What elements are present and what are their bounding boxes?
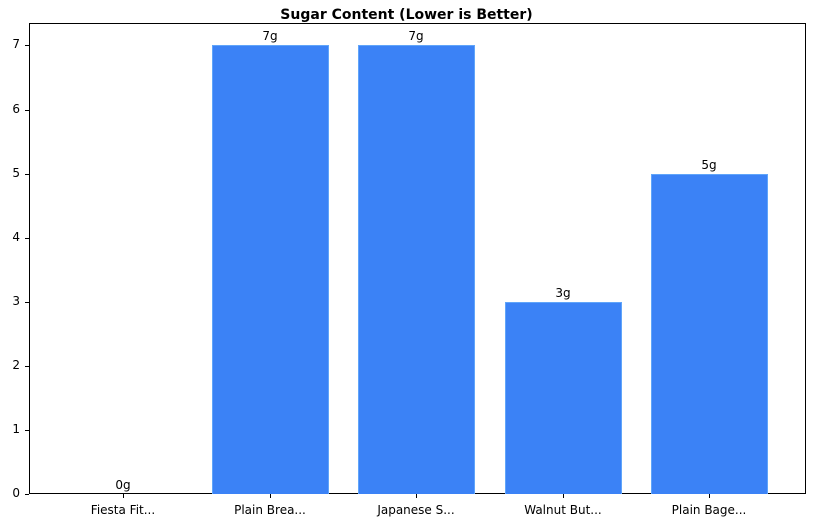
y-tick-label: 5 <box>12 165 20 180</box>
y-tick-mark <box>25 173 29 175</box>
x-tick-label: Plain Brea... <box>234 503 306 517</box>
x-tick-mark <box>270 494 271 498</box>
bar-value-label: 7g <box>262 29 278 44</box>
x-tick-mark <box>416 494 417 498</box>
x-tick-mark <box>123 494 124 498</box>
x-tick-label: Japanese S... <box>377 503 455 517</box>
bar-value-label: 3g <box>555 285 571 300</box>
y-tick-label: 2 <box>12 357 20 372</box>
chart-title: Sugar Content (Lower is Better) <box>280 7 533 23</box>
y-tick-label: 1 <box>12 421 20 436</box>
bar-value-label: 0g <box>115 478 131 492</box>
x-tick-mark <box>563 494 564 498</box>
x-tick-label: Walnut But... <box>524 503 602 517</box>
bar <box>650 173 768 494</box>
bar <box>504 301 622 494</box>
y-tick-mark <box>25 45 29 47</box>
bar <box>357 45 475 494</box>
y-tick-mark <box>25 494 29 495</box>
y-tick-mark <box>25 301 29 303</box>
y-tick-label: 3 <box>12 293 20 308</box>
x-tick-label: Fiesta Fit... <box>90 503 156 517</box>
y-tick-label: 7 <box>12 37 20 52</box>
y-tick-label: 0 <box>12 486 20 500</box>
y-tick-mark <box>25 429 29 431</box>
bar <box>211 45 329 494</box>
y-tick-label: 6 <box>12 101 20 116</box>
bar-value-label: 5g <box>701 157 717 172</box>
x-tick-mark <box>709 494 710 498</box>
y-tick-mark <box>25 109 29 111</box>
y-tick-mark <box>25 365 29 367</box>
bar-value-label: 7g <box>408 29 424 44</box>
x-tick-label: Plain Bage... <box>671 503 747 517</box>
y-tick-mark <box>25 237 29 239</box>
y-tick-label: 4 <box>12 229 20 244</box>
